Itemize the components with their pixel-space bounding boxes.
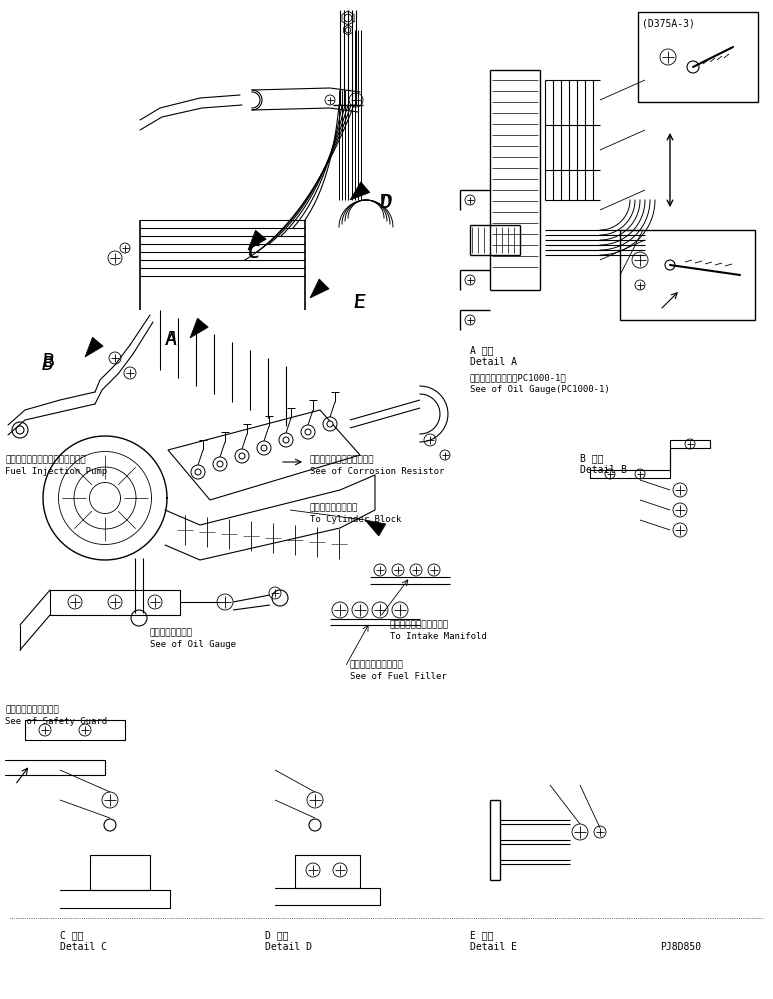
Circle shape	[217, 461, 223, 467]
Text: E: E	[353, 293, 365, 312]
Text: See of Fuel Filler: See of Fuel Filler	[350, 672, 447, 681]
Text: Detail A: Detail A	[470, 357, 517, 367]
Text: C: C	[248, 243, 260, 262]
Circle shape	[327, 421, 333, 427]
Polygon shape	[190, 318, 208, 338]
Text: See of Safety Guard: See of Safety Guard	[5, 717, 107, 726]
Text: フェエルインジェクションポンプ: フェエルインジェクションポンプ	[5, 455, 86, 464]
Text: B: B	[42, 355, 54, 374]
Polygon shape	[365, 520, 386, 536]
Text: E: E	[353, 293, 365, 312]
Text: オイルゲージ参照: オイルゲージ参照	[150, 628, 193, 637]
Circle shape	[195, 469, 201, 475]
Text: A: A	[165, 330, 177, 349]
Text: フェエルフィルタ参照: フェエルフィルタ参照	[350, 660, 404, 669]
Circle shape	[305, 429, 311, 435]
Text: Detail C: Detail C	[60, 942, 107, 952]
Text: A: A	[165, 330, 177, 349]
Polygon shape	[248, 230, 266, 250]
Text: See of Oil Gauge(PC1000-1): See of Oil Gauge(PC1000-1)	[470, 385, 610, 394]
Text: D 詳細: D 詳細	[265, 930, 288, 940]
Bar	[638, 12, 758, 102]
Circle shape	[239, 453, 245, 459]
Polygon shape	[350, 182, 369, 200]
Text: シリンダブロックへ: シリンダブロックへ	[310, 503, 359, 512]
Text: セーフティガード参照: セーフティガード参照	[5, 705, 59, 714]
Text: C: C	[248, 243, 260, 262]
Text: See of Oil Gauge: See of Oil Gauge	[150, 640, 236, 649]
Text: PJ8D850: PJ8D850	[660, 942, 701, 952]
Text: オイルゲージ参照（PC1000-1）: オイルゲージ参照（PC1000-1）	[470, 373, 567, 382]
Text: Detail E: Detail E	[470, 942, 517, 952]
Text: B: B	[42, 352, 54, 371]
Text: E 詳細: E 詳細	[470, 930, 493, 940]
Text: See of Corrosion Resistor: See of Corrosion Resistor	[310, 467, 444, 476]
Text: C 詳細: C 詳細	[60, 930, 83, 940]
Text: D: D	[380, 193, 392, 212]
Bar	[620, 230, 755, 320]
Polygon shape	[85, 338, 104, 357]
Text: B 詳細: B 詳細	[580, 453, 604, 463]
Polygon shape	[310, 279, 329, 298]
Circle shape	[261, 445, 267, 451]
Text: Detail D: Detail D	[265, 942, 312, 952]
Text: To Cylinder Block: To Cylinder Block	[310, 515, 401, 524]
Text: Detail B: Detail B	[580, 465, 627, 475]
Text: コロージョンレジスタ参照: コロージョンレジスタ参照	[310, 455, 374, 464]
Text: D: D	[380, 193, 392, 212]
Text: To Intake Manifold: To Intake Manifold	[390, 632, 487, 641]
Text: A 詳細: A 詳細	[470, 345, 493, 355]
Circle shape	[283, 437, 289, 443]
Text: Fuel Injection Pump: Fuel Injection Pump	[5, 467, 107, 476]
Text: (D375A-3): (D375A-3)	[642, 18, 695, 28]
Text: インテークマニホルドへ: インテークマニホルドへ	[390, 620, 449, 629]
